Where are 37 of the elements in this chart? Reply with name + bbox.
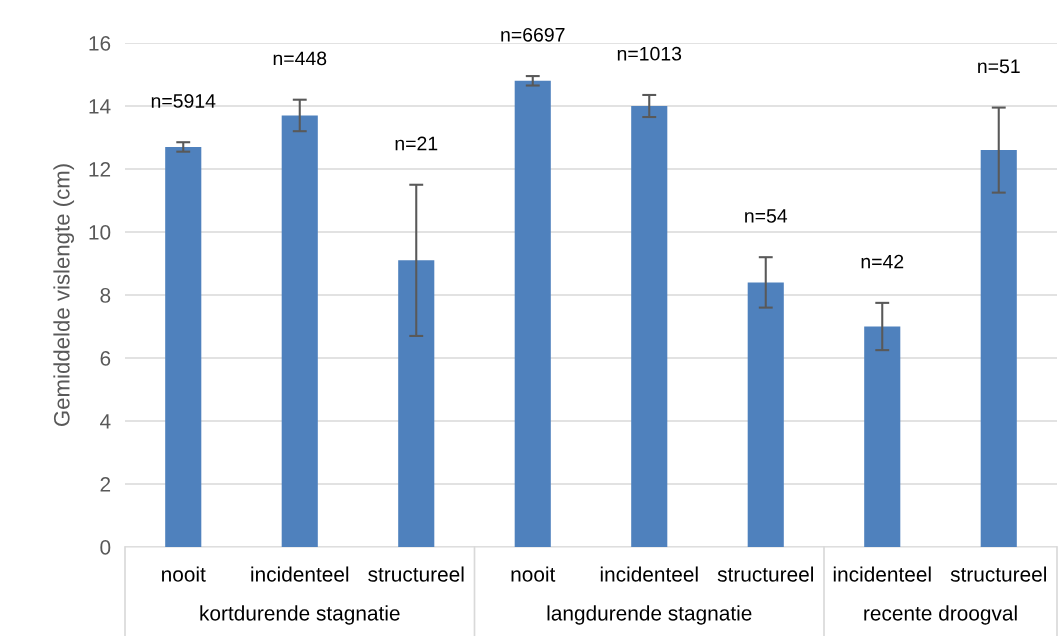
bar — [980, 150, 1017, 547]
text: langdurende stagnatie — [547, 605, 752, 625]
bar — [631, 106, 668, 547]
annotation: n=5914 — [151, 94, 216, 108]
text: recente droogval — [864, 605, 1017, 625]
annotation: n=448 — [273, 51, 327, 66]
bar — [747, 282, 784, 547]
y-axis-title: Gemiddelde vislengte (cm) — [53, 164, 75, 427]
bar — [165, 146, 202, 547]
x-tick-label: nooit — [162, 566, 206, 582]
bar — [514, 80, 551, 547]
annotation: n=21 — [395, 136, 438, 151]
x-tick-label: incidenteel — [251, 566, 349, 582]
y-tick-label: 16 — [89, 36, 111, 51]
y-tick-label: 2 — [100, 477, 111, 492]
x-tick-label: incidenteel — [833, 566, 931, 582]
x-tick-label: structureel — [950, 566, 1046, 582]
y-tick-label: 4 — [100, 414, 111, 429]
bar — [398, 260, 435, 547]
x-tick-label: structureel — [368, 566, 464, 582]
y-tick-label: 12 — [89, 162, 111, 177]
annotation: n=54 — [745, 209, 788, 223]
x-tick-label: structureel — [717, 566, 813, 582]
bar — [864, 326, 901, 547]
annotation: n=42 — [861, 254, 904, 269]
y-tick-label: 14 — [89, 99, 111, 114]
x-tick-label: nooit — [511, 566, 556, 582]
y-tick-label: 6 — [100, 351, 111, 366]
y-tick-label: 10 — [89, 225, 111, 240]
bar — [281, 115, 318, 547]
annotation: n=1013 — [617, 46, 682, 61]
annotation: n=51 — [978, 59, 1020, 74]
text: n=6697 — [501, 27, 565, 42]
y-tick-label: 0 — [100, 540, 111, 555]
text: kortdurende stagnatie — [200, 605, 400, 625]
x-tick-label: incidenteel — [600, 566, 698, 582]
y-tick-label: 8 — [100, 288, 111, 303]
